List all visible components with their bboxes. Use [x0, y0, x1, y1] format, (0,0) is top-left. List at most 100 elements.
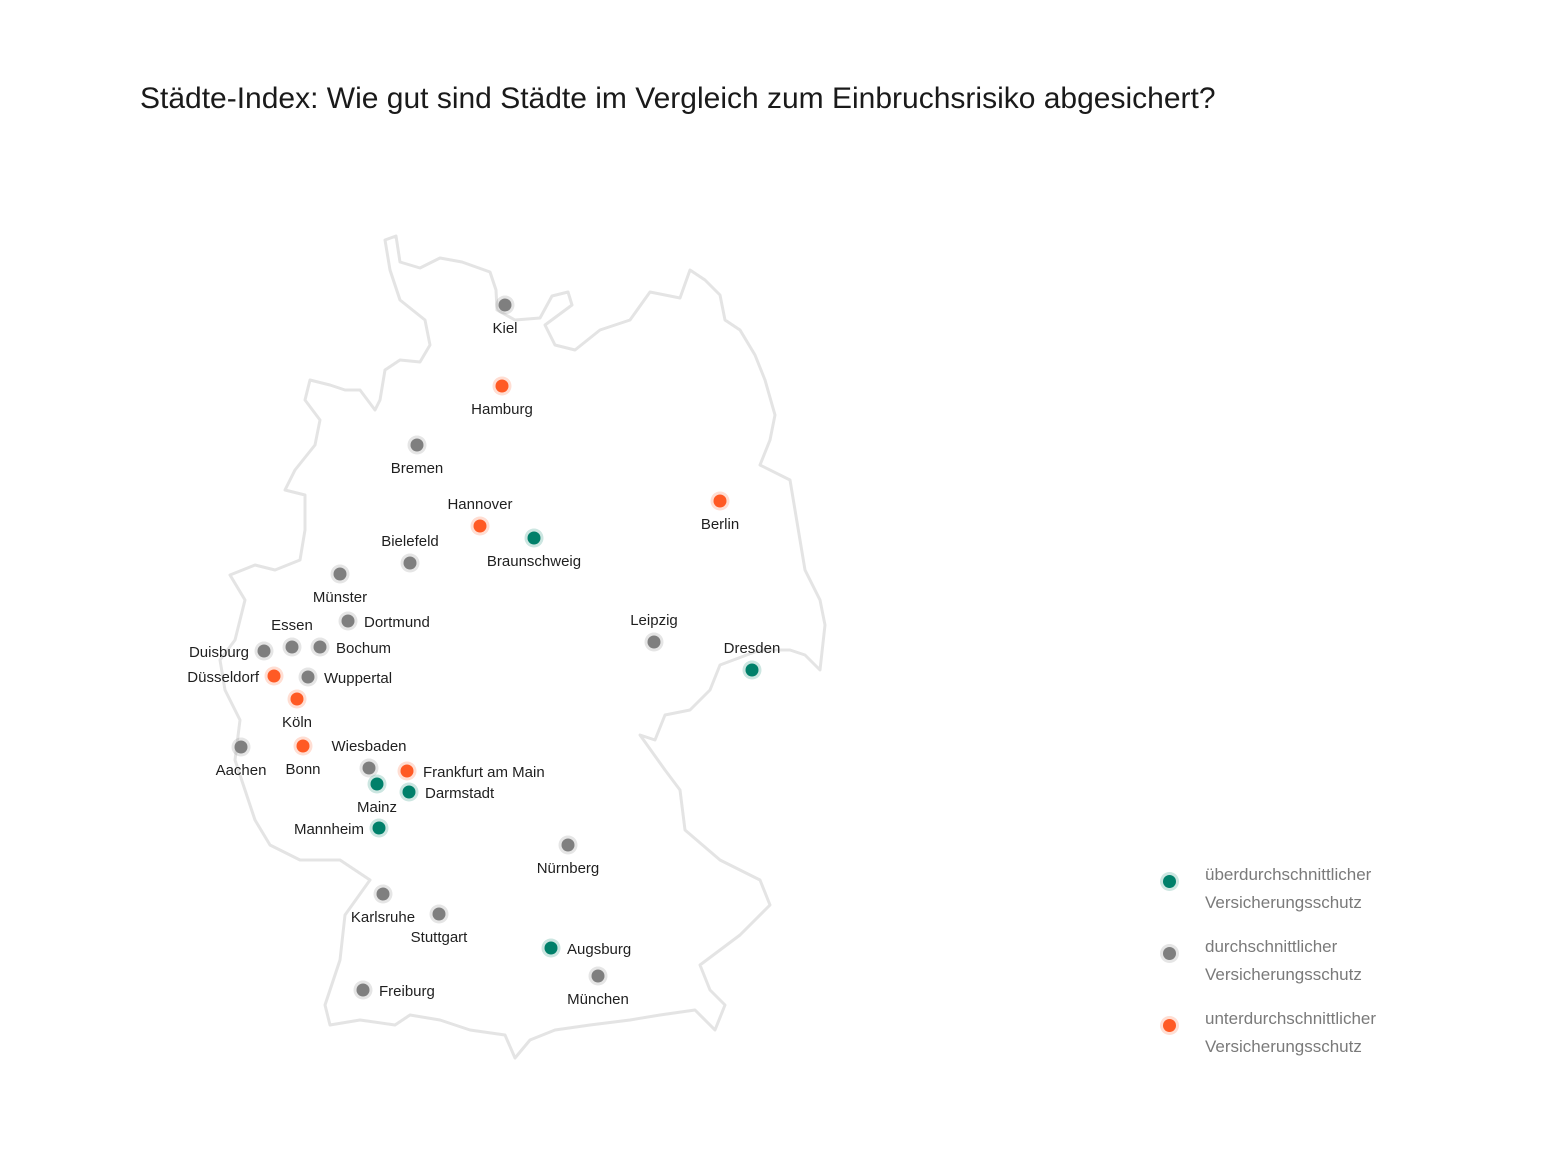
germany-outline	[218, 234, 827, 1060]
city-marker-muenchen[interactable]: München	[567, 966, 629, 1009]
legend-dot	[1163, 875, 1176, 888]
city-marker-hannover[interactable]: Hannover	[447, 496, 513, 536]
city-marker-darmstadt[interactable]: Darmstadt	[399, 782, 496, 803]
legend-label-line2: Versicherungsschutz	[1205, 1037, 1362, 1056]
city-label: Bremen	[391, 460, 444, 477]
city-dot[interactable]	[544, 941, 558, 955]
legend-label: unterdurchschnittlicher Versicherungsschu…	[1205, 1005, 1465, 1061]
city-dot[interactable]	[432, 907, 446, 921]
city-label: Leipzig	[630, 612, 678, 629]
city-marker-berlin[interactable]: Berlin	[701, 491, 739, 534]
city-label: Wiesbaden	[331, 738, 406, 755]
city-dot[interactable]	[362, 761, 376, 775]
city-dot[interactable]	[561, 838, 575, 852]
city-label: Köln	[282, 714, 312, 731]
city-marker-wuppertal[interactable]: Wuppertal	[298, 667, 393, 688]
city-label: Mainz	[357, 799, 397, 816]
city-marker-braunschweig[interactable]: Braunschweig	[487, 528, 581, 571]
city-marker-duesseldorf[interactable]: Düsseldorf	[187, 666, 284, 687]
city-label: Hannover	[447, 496, 512, 513]
city-dot[interactable]	[257, 644, 271, 658]
legend-label-line1: überdurchschnittlicher	[1205, 865, 1372, 884]
city-dot[interactable]	[376, 887, 390, 901]
city-marker-bremen[interactable]: Bremen	[391, 435, 444, 478]
city-marker-koeln[interactable]: Köln	[282, 689, 312, 732]
city-label: Bielefeld	[381, 533, 439, 550]
city-marker-karlsruhe[interactable]: Karlsruhe	[351, 884, 415, 927]
legend-label-line1: unterdurchschnittlicher	[1205, 1009, 1377, 1028]
city-marker-duisburg[interactable]: Duisburg	[189, 641, 274, 662]
city-marker-bochum[interactable]: Bochum	[310, 637, 392, 658]
city-label: Dortmund	[364, 614, 430, 631]
city-marker-frankfurt-am-main[interactable]: Frankfurt am Main	[397, 761, 545, 782]
city-dot[interactable]	[473, 519, 487, 533]
city-dot[interactable]	[745, 663, 759, 677]
city-dot[interactable]	[313, 640, 327, 654]
city-dot[interactable]	[301, 670, 315, 684]
city-label: Freiburg	[379, 983, 435, 1000]
legend-label-line2: Versicherungsschutz	[1205, 965, 1362, 984]
city-dot[interactable]	[403, 556, 417, 570]
city-label: Bonn	[285, 761, 320, 778]
city-label: Braunschweig	[487, 553, 581, 570]
city-marker-essen[interactable]: Essen	[271, 617, 313, 657]
city-marker-muenster[interactable]: Münster	[313, 564, 367, 607]
city-marker-dresden[interactable]: Dresden	[724, 640, 781, 680]
city-label: Düsseldorf	[187, 669, 260, 686]
city-dot[interactable]	[290, 692, 304, 706]
city-label: Frankfurt am Main	[423, 764, 545, 781]
city-dot[interactable]	[356, 983, 370, 997]
city-dot[interactable]	[370, 777, 384, 791]
city-dot[interactable]	[713, 494, 727, 508]
city-dot[interactable]	[498, 298, 512, 312]
city-marker-kiel[interactable]: Kiel	[492, 295, 518, 338]
city-label: Dresden	[724, 640, 781, 657]
city-label: Berlin	[701, 516, 739, 533]
legend-label-line1: durchschnittlicher	[1205, 937, 1338, 956]
city-marker-bonn[interactable]: Bonn	[285, 736, 321, 779]
city-marker-hamburg[interactable]: Hamburg	[471, 376, 533, 419]
legend-label: überdurchschnittlicher Versicherungsschut…	[1205, 861, 1465, 917]
city-marker-aachen[interactable]: Aachen	[216, 737, 267, 780]
city-marker-bielefeld[interactable]: Bielefeld	[381, 533, 439, 573]
city-dot[interactable]	[410, 438, 424, 452]
legend-label: durchschnittlicher Versicherungsschutz	[1205, 933, 1465, 989]
city-marker-augsburg[interactable]: Augsburg	[541, 938, 632, 959]
city-label: München	[567, 991, 629, 1008]
city-marker-freiburg[interactable]: Freiburg	[353, 980, 435, 1001]
city-marker-stuttgart[interactable]: Stuttgart	[411, 904, 469, 947]
city-dot[interactable]	[591, 969, 605, 983]
city-marker-mainz[interactable]: Mainz	[357, 774, 397, 817]
city-dot[interactable]	[647, 635, 661, 649]
city-marker-dortmund[interactable]: Dortmund	[338, 611, 430, 632]
city-label: Stuttgart	[411, 929, 469, 946]
city-dot[interactable]	[402, 785, 416, 799]
city-marker-nuernberg[interactable]: Nürnberg	[537, 835, 600, 878]
city-dot[interactable]	[285, 640, 299, 654]
city-marker-leipzig[interactable]: Leipzig	[630, 612, 678, 652]
city-label: Duisburg	[189, 644, 249, 661]
city-label: Kiel	[492, 320, 517, 337]
city-dot[interactable]	[527, 531, 541, 545]
city-label: Nürnberg	[537, 860, 600, 877]
city-dot[interactable]	[400, 764, 414, 778]
city-label: Wuppertal	[324, 670, 392, 687]
city-label: Münster	[313, 589, 367, 606]
city-dot[interactable]	[267, 669, 281, 683]
chart-title: Städte-Index: Wie gut sind Städte im Ver…	[140, 82, 1216, 115]
legend-label-line2: Versicherungsschutz	[1205, 893, 1362, 912]
city-dot[interactable]	[234, 740, 248, 754]
city-marker-wiesbaden[interactable]: Wiesbaden	[331, 738, 407, 778]
city-dot[interactable]	[333, 567, 347, 581]
city-dot[interactable]	[296, 739, 310, 753]
city-label: Augsburg	[567, 941, 631, 958]
legend-dot	[1163, 1019, 1176, 1032]
city-label: Mannheim	[294, 821, 364, 838]
city-dot[interactable]	[341, 614, 355, 628]
city-dot[interactable]	[495, 379, 509, 393]
city-marker-mannheim[interactable]: Mannheim	[294, 818, 389, 839]
city-dot[interactable]	[372, 821, 386, 835]
city-label: Karlsruhe	[351, 909, 415, 926]
city-label: Darmstadt	[425, 785, 495, 802]
